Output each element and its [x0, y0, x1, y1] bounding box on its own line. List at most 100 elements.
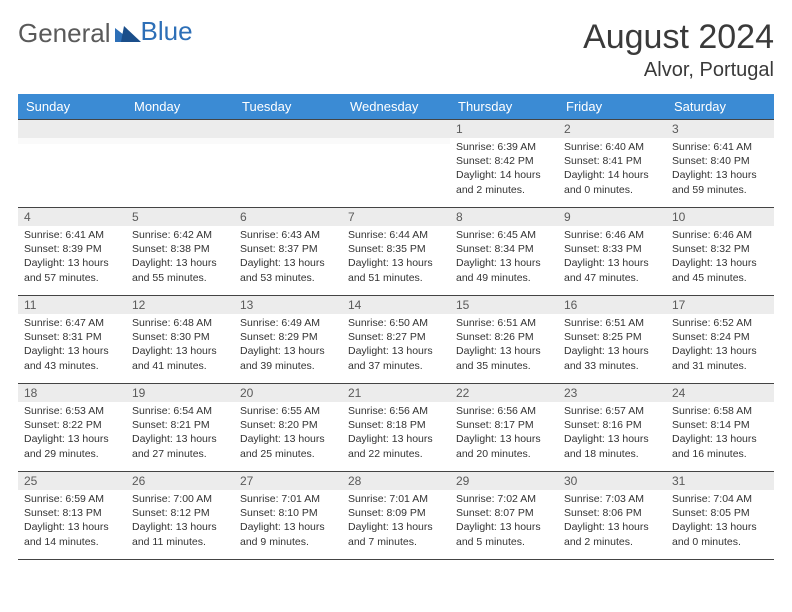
- day-detail-line: Sunrise: 7:04 AM: [672, 492, 768, 506]
- day-number: 5: [126, 208, 234, 226]
- day-details: Sunrise: 6:45 AMSunset: 8:34 PMDaylight:…: [450, 226, 558, 289]
- page-header: General Blue August 2024 Alvor, Portugal: [18, 18, 774, 82]
- calendar-day-cell: 13Sunrise: 6:49 AMSunset: 8:29 PMDayligh…: [234, 296, 342, 384]
- day-detail-line: and 31 minutes.: [672, 359, 768, 373]
- day-number: 23: [558, 384, 666, 402]
- calendar-day-cell: 17Sunrise: 6:52 AMSunset: 8:24 PMDayligh…: [666, 296, 774, 384]
- day-details: Sunrise: 6:46 AMSunset: 8:33 PMDaylight:…: [558, 226, 666, 289]
- day-details: Sunrise: 6:51 AMSunset: 8:25 PMDaylight:…: [558, 314, 666, 377]
- day-detail-line: Sunrise: 6:56 AM: [456, 404, 552, 418]
- day-detail-line: Daylight: 13 hours: [672, 168, 768, 182]
- day-detail-line: and 33 minutes.: [564, 359, 660, 373]
- calendar-day-cell: 31Sunrise: 7:04 AMSunset: 8:05 PMDayligh…: [666, 472, 774, 560]
- day-number: 20: [234, 384, 342, 402]
- day-detail-line: Daylight: 13 hours: [456, 432, 552, 446]
- day-details: Sunrise: 6:55 AMSunset: 8:20 PMDaylight:…: [234, 402, 342, 465]
- day-detail-line: Sunset: 8:06 PM: [564, 506, 660, 520]
- day-detail-line: and 59 minutes.: [672, 183, 768, 197]
- day-detail-line: and 41 minutes.: [132, 359, 228, 373]
- day-detail-line: Daylight: 13 hours: [672, 344, 768, 358]
- calendar-day-cell: 29Sunrise: 7:02 AMSunset: 8:07 PMDayligh…: [450, 472, 558, 560]
- day-details: Sunrise: 6:59 AMSunset: 8:13 PMDaylight:…: [18, 490, 126, 553]
- calendar-day-cell: 5Sunrise: 6:42 AMSunset: 8:38 PMDaylight…: [126, 208, 234, 296]
- day-detail-line: and 16 minutes.: [672, 447, 768, 461]
- day-detail-line: Daylight: 13 hours: [348, 432, 444, 446]
- day-detail-line: Sunset: 8:40 PM: [672, 154, 768, 168]
- day-detail-line: Daylight: 13 hours: [456, 344, 552, 358]
- calendar-day-cell: 1Sunrise: 6:39 AMSunset: 8:42 PMDaylight…: [450, 120, 558, 208]
- calendar-day-cell: [342, 120, 450, 208]
- calendar-day-cell: 22Sunrise: 6:56 AMSunset: 8:17 PMDayligh…: [450, 384, 558, 472]
- weekday-header: Friday: [558, 94, 666, 120]
- day-detail-line: Sunrise: 6:58 AM: [672, 404, 768, 418]
- day-detail-line: Sunset: 8:22 PM: [24, 418, 120, 432]
- day-details: [342, 138, 450, 144]
- weekday-header: Tuesday: [234, 94, 342, 120]
- calendar-page: General Blue August 2024 Alvor, Portugal…: [0, 0, 792, 570]
- day-detail-line: Daylight: 13 hours: [132, 520, 228, 534]
- logo-mark-icon: [115, 18, 141, 49]
- logo: General Blue: [18, 18, 193, 49]
- day-details: Sunrise: 6:50 AMSunset: 8:27 PMDaylight:…: [342, 314, 450, 377]
- logo-text-2: Blue: [141, 16, 193, 47]
- day-detail-line: and 9 minutes.: [240, 535, 336, 549]
- day-details: Sunrise: 6:46 AMSunset: 8:32 PMDaylight:…: [666, 226, 774, 289]
- calendar-week-row: 4Sunrise: 6:41 AMSunset: 8:39 PMDaylight…: [18, 208, 774, 296]
- day-detail-line: Daylight: 13 hours: [672, 520, 768, 534]
- day-number: 16: [558, 296, 666, 314]
- day-detail-line: Sunrise: 6:51 AM: [456, 316, 552, 330]
- day-details: Sunrise: 7:00 AMSunset: 8:12 PMDaylight:…: [126, 490, 234, 553]
- day-number: 31: [666, 472, 774, 490]
- day-detail-line: Sunrise: 6:52 AM: [672, 316, 768, 330]
- calendar-day-cell: 24Sunrise: 6:58 AMSunset: 8:14 PMDayligh…: [666, 384, 774, 472]
- weekday-header: Thursday: [450, 94, 558, 120]
- day-detail-line: Sunset: 8:27 PM: [348, 330, 444, 344]
- day-detail-line: Daylight: 13 hours: [672, 256, 768, 270]
- calendar-day-cell: 6Sunrise: 6:43 AMSunset: 8:37 PMDaylight…: [234, 208, 342, 296]
- day-detail-line: Sunrise: 7:01 AM: [348, 492, 444, 506]
- calendar-day-cell: 19Sunrise: 6:54 AMSunset: 8:21 PMDayligh…: [126, 384, 234, 472]
- day-detail-line: and 45 minutes.: [672, 271, 768, 285]
- day-number: 24: [666, 384, 774, 402]
- day-detail-line: Sunset: 8:09 PM: [348, 506, 444, 520]
- day-detail-line: and 47 minutes.: [564, 271, 660, 285]
- calendar-day-cell: 26Sunrise: 7:00 AMSunset: 8:12 PMDayligh…: [126, 472, 234, 560]
- day-details: Sunrise: 7:03 AMSunset: 8:06 PMDaylight:…: [558, 490, 666, 553]
- day-detail-line: and 35 minutes.: [456, 359, 552, 373]
- day-detail-line: Sunrise: 6:40 AM: [564, 140, 660, 154]
- day-detail-line: Daylight: 13 hours: [24, 432, 120, 446]
- calendar-day-cell: 7Sunrise: 6:44 AMSunset: 8:35 PMDaylight…: [342, 208, 450, 296]
- day-number: [18, 120, 126, 138]
- day-detail-line: Sunset: 8:07 PM: [456, 506, 552, 520]
- calendar-day-cell: [234, 120, 342, 208]
- day-details: Sunrise: 6:57 AMSunset: 8:16 PMDaylight:…: [558, 402, 666, 465]
- day-number: 21: [342, 384, 450, 402]
- day-detail-line: Sunset: 8:37 PM: [240, 242, 336, 256]
- calendar-day-cell: 23Sunrise: 6:57 AMSunset: 8:16 PMDayligh…: [558, 384, 666, 472]
- day-number: 1: [450, 120, 558, 138]
- weekday-header: Monday: [126, 94, 234, 120]
- day-number: 12: [126, 296, 234, 314]
- calendar-day-cell: 27Sunrise: 7:01 AMSunset: 8:10 PMDayligh…: [234, 472, 342, 560]
- calendar-day-cell: 25Sunrise: 6:59 AMSunset: 8:13 PMDayligh…: [18, 472, 126, 560]
- day-detail-line: Daylight: 13 hours: [348, 256, 444, 270]
- day-detail-line: Sunrise: 6:54 AM: [132, 404, 228, 418]
- day-detail-line: Sunrise: 6:57 AM: [564, 404, 660, 418]
- day-detail-line: Daylight: 14 hours: [564, 168, 660, 182]
- calendar-day-cell: 10Sunrise: 6:46 AMSunset: 8:32 PMDayligh…: [666, 208, 774, 296]
- day-detail-line: and 29 minutes.: [24, 447, 120, 461]
- day-detail-line: Daylight: 13 hours: [456, 256, 552, 270]
- day-details: [126, 138, 234, 144]
- day-detail-line: Sunset: 8:32 PM: [672, 242, 768, 256]
- day-details: Sunrise: 6:56 AMSunset: 8:17 PMDaylight:…: [450, 402, 558, 465]
- calendar-day-cell: 15Sunrise: 6:51 AMSunset: 8:26 PMDayligh…: [450, 296, 558, 384]
- day-detail-line: Sunrise: 6:49 AM: [240, 316, 336, 330]
- day-number: 3: [666, 120, 774, 138]
- day-detail-line: Sunset: 8:18 PM: [348, 418, 444, 432]
- day-detail-line: Daylight: 13 hours: [240, 520, 336, 534]
- day-detail-line: Sunrise: 6:44 AM: [348, 228, 444, 242]
- day-number: 7: [342, 208, 450, 226]
- calendar-day-cell: 21Sunrise: 6:56 AMSunset: 8:18 PMDayligh…: [342, 384, 450, 472]
- day-detail-line: Sunrise: 7:02 AM: [456, 492, 552, 506]
- day-detail-line: Sunset: 8:26 PM: [456, 330, 552, 344]
